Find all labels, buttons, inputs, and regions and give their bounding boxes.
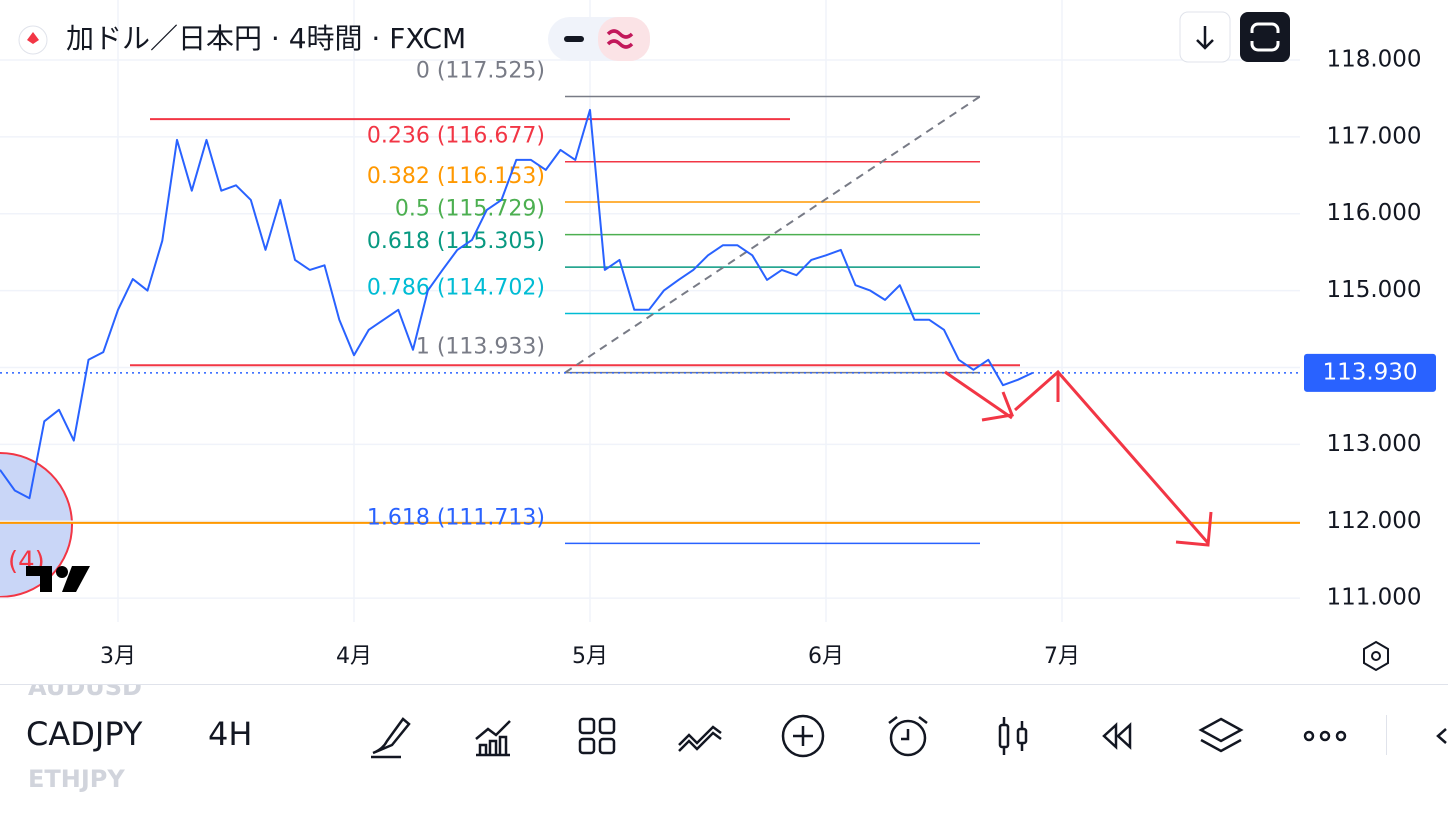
layout-tool[interactable] [572, 711, 622, 761]
more-tool[interactable] [1300, 711, 1350, 761]
separator [1386, 715, 1387, 755]
symbol-button[interactable]: CADJPY [26, 715, 143, 753]
symbol-title: 加ドル／日本円 · 4時間 · FXCM [66, 22, 466, 55]
watchlist-item[interactable]: AUDUSD [28, 684, 142, 701]
y-tick-label: 118.000 [1326, 46, 1421, 72]
fullscreen-icon-gap [1249, 33, 1281, 41]
y-tick-label: 117.000 [1326, 123, 1421, 149]
fib-label: 0.382 (116.153) [367, 164, 545, 189]
arrow-head [1175, 511, 1213, 547]
x-tick-label: 3月 [100, 644, 136, 669]
fib-label: 0 (117.525) [416, 58, 545, 83]
fib-label: 1.618 (111.713) [367, 505, 545, 530]
approx-icon [606, 29, 634, 49]
arrow [944, 370, 1013, 420]
fib-label: 1 (113.933) [416, 335, 545, 360]
fib-label: 0.236 (116.677) [367, 124, 545, 149]
price-line [0, 108, 1033, 500]
x-tick-label: 6月 [808, 644, 844, 669]
interval-button[interactable]: 4H [208, 715, 253, 753]
indicators-tool[interactable] [468, 711, 518, 761]
download-icon [1196, 26, 1214, 50]
replay-tool[interactable] [1092, 711, 1142, 761]
arrow [1014, 369, 1210, 544]
last-price-box [1304, 353, 1436, 392]
x-tick-label: 5月 [572, 644, 608, 669]
tv-logo [26, 566, 90, 592]
y-tick-label: 115.000 [1326, 277, 1421, 303]
y-tick-label: 116.000 [1326, 200, 1421, 226]
minus-icon [564, 36, 584, 42]
y-tick-label: 113.000 [1326, 431, 1421, 457]
x-tick-label: 4月 [336, 644, 372, 669]
chart: 111.000112.000113.000114.000115.000116.0… [0, 0, 1436, 672]
x-tick-label: 7月 [1044, 644, 1080, 669]
draw-tool[interactable] [365, 711, 415, 761]
fib-label: 0.618 (115.305) [367, 229, 545, 254]
y-tick-label: 112.000 [1326, 508, 1421, 534]
fib-label: 0.786 (114.702) [367, 276, 545, 301]
alert-tool[interactable] [883, 711, 933, 761]
compare-tool[interactable] [675, 711, 725, 761]
settings-icon-core [1371, 651, 1381, 661]
layers-tool[interactable] [1196, 711, 1246, 761]
collapse-tool[interactable] [1420, 711, 1448, 761]
indicator-pill-alt[interactable] [598, 17, 650, 61]
last-price-label: 113.930 [1322, 359, 1417, 385]
bottom-toolbar: AUDUSD CADJPY 4H ETHJPY [0, 684, 1448, 816]
settings-icon[interactable] [1363, 640, 1389, 672]
alert-circle [0, 452, 73, 598]
arrow-head [981, 391, 1015, 422]
chart-type-tool[interactable] [988, 711, 1038, 761]
fib-label: 0.5 (115.729) [395, 197, 545, 222]
watchlist-item[interactable]: ETHJPY [28, 765, 125, 793]
flag-leaf [27, 32, 39, 44]
add-tool[interactable] [778, 711, 828, 761]
y-tick-label: 111.000 [1326, 585, 1421, 611]
